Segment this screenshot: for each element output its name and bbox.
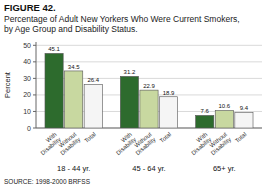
bar-sub-label-line: Total [83, 131, 97, 144]
data-label: 10.6 [218, 103, 230, 109]
bar [45, 53, 63, 128]
bar-sub-label-line: Total [234, 131, 248, 144]
subtitle: by Age Group and Disability Status. [4, 24, 138, 34]
category-label: 65+ yr. [213, 164, 236, 173]
data-label: 34.5 [68, 64, 80, 70]
bar [84, 84, 102, 128]
bar-sub-label-line: Disability [135, 136, 157, 156]
bar [196, 115, 214, 128]
bar-sub-label: Total [159, 131, 173, 144]
bar-sub-label: WithoutDisability [55, 131, 82, 156]
title: FIGURE 42. [4, 2, 56, 13]
subtitle: Percentage of Adult New Yorkers Who Were… [4, 14, 240, 24]
data-label: 31.2 [124, 69, 136, 75]
bar-sub-label: Total [83, 131, 97, 144]
bar-sub-label-line: Disability [59, 136, 81, 156]
data-label: 26.4 [87, 77, 99, 83]
bars [45, 53, 253, 128]
category-label: 45 - 64 yr. [132, 164, 165, 173]
data-label: 7.6 [201, 108, 210, 114]
tick-label: 30 [23, 75, 31, 82]
data-label: 18.9 [163, 90, 175, 96]
bar-sub-label: WithoutDisability [206, 131, 233, 156]
bar [120, 76, 138, 128]
bar-sub-label-line: Disability [210, 136, 232, 156]
y-axis-label: Percent [3, 71, 12, 98]
y-axis [36, 42, 37, 128]
tick-label: 50 [23, 42, 31, 49]
bar-sub-label: WithoutDisability [130, 131, 157, 156]
bar [140, 90, 158, 128]
tick-label: 40 [23, 58, 31, 65]
bar-sub-label: Total [234, 131, 248, 144]
bar-sub-label-line: Total [159, 131, 173, 144]
tick-label: 20 [23, 91, 31, 98]
annotation: SOURCE: 1998-2000 BRFSS [4, 178, 91, 185]
data-label: 45.1 [48, 46, 60, 52]
data-label: 22.9 [143, 83, 155, 89]
tick-label: 0 [27, 125, 31, 132]
bar [65, 71, 83, 128]
labels: 45.1WithDisability34.5WithoutDisability2… [35, 46, 248, 173]
bar [235, 112, 253, 128]
grid-line [36, 45, 262, 46]
category-label: 18 - 44 yr. [57, 164, 90, 173]
grid-line [36, 61, 262, 62]
bar [159, 97, 177, 128]
chart: FIGURE 42.Percentage of Adult New Yorker… [0, 0, 268, 188]
bar [215, 110, 233, 128]
data-label: 9.4 [240, 105, 249, 111]
background [0, 0, 268, 188]
tick-label: 10 [23, 108, 31, 115]
